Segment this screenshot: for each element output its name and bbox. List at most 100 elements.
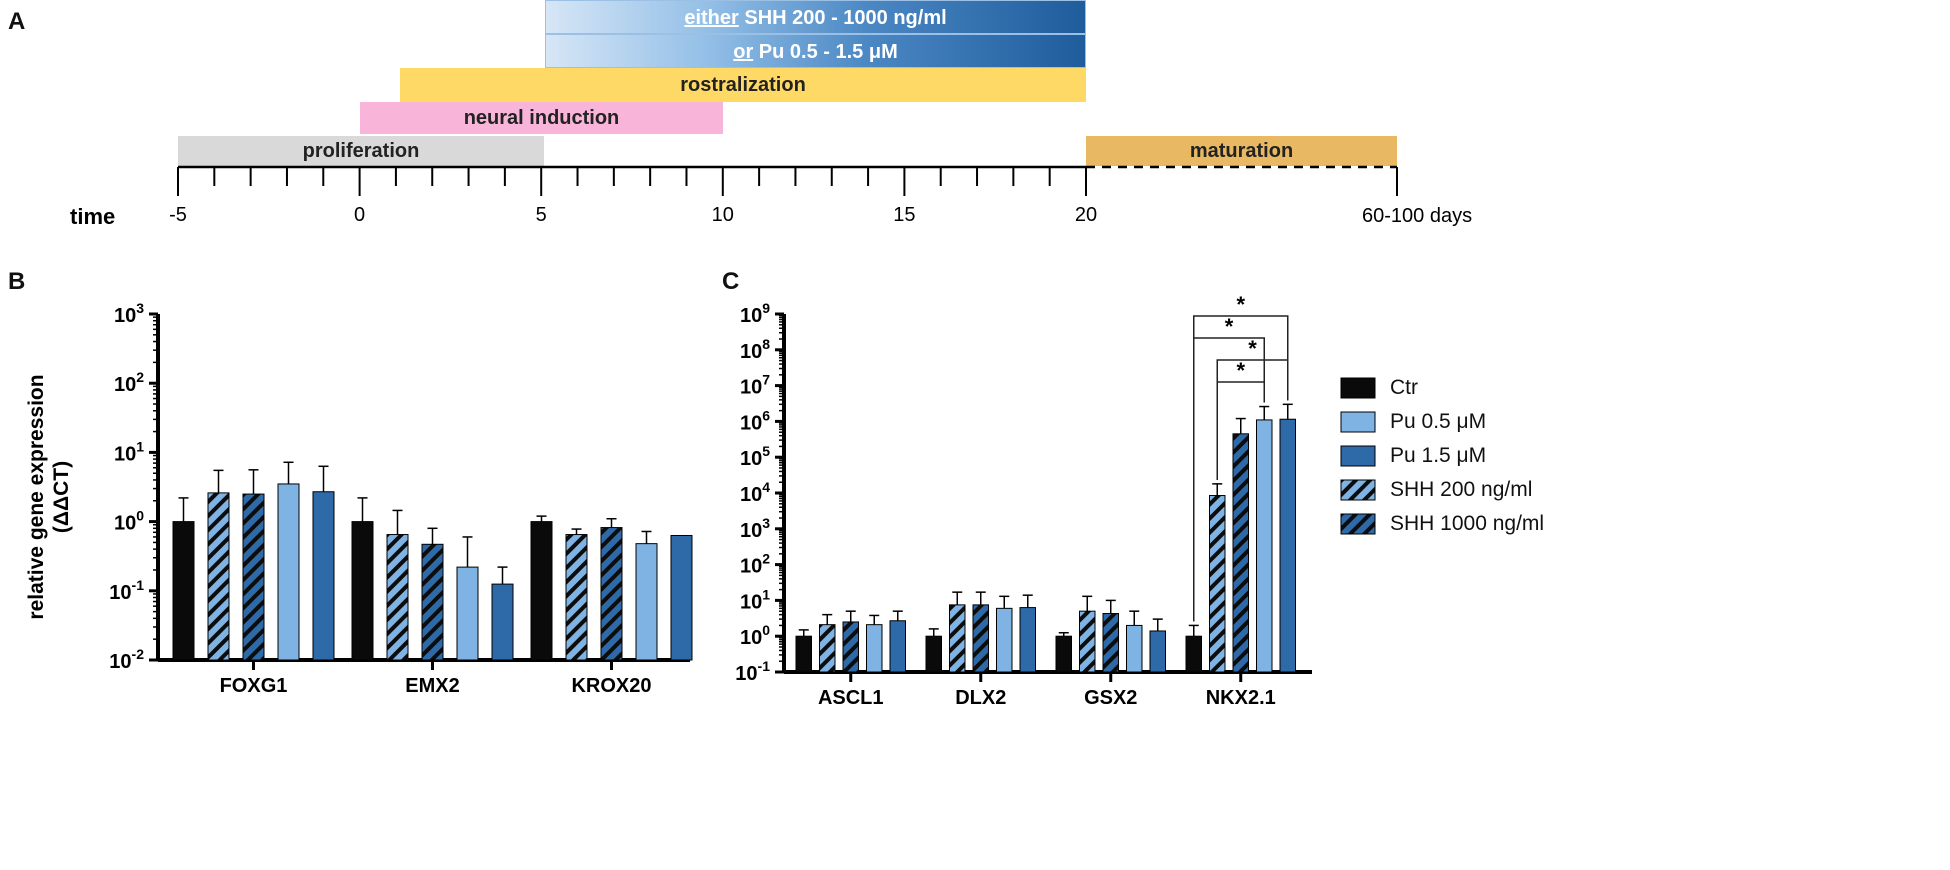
legend-label: Ctr [1390, 376, 1418, 399]
legend-item-shh-1000-ng-ml: SHH 1000 ng/ml [1340, 510, 1544, 538]
maturation-bar: maturation [1086, 136, 1397, 166]
y-tick-label: 103 [114, 300, 144, 327]
x-tick-label: EMX2 [405, 675, 459, 697]
bar-gsx2-shh-1000-ng-ml [1102, 613, 1119, 673]
x-tick-label: FOXG1 [220, 675, 288, 697]
bar-dlx2-ctr [925, 635, 942, 673]
rostralization-bar: rostralization [400, 68, 1086, 102]
timeline-end-label: 60-100 days [1362, 205, 1472, 227]
either-prefix: either [684, 7, 739, 29]
time-axis-label: time [70, 204, 115, 229]
bar-gsx2-pu-0-5-m [1126, 624, 1143, 673]
pu-treatment-text: Pu 0.5 - 1.5 μM [753, 41, 898, 63]
timeline-axis: -5 0 5 10 15 20 time 60-100 days [70, 165, 1472, 229]
y-tick-label: 102 [740, 551, 770, 578]
bar-emx2-pu-0-5-m [456, 566, 479, 661]
legend-swatch-rect [1340, 411, 1376, 433]
bar-krox20-pu-1-5-m [670, 534, 693, 661]
legend-label: Pu 0.5 μM [1390, 410, 1487, 433]
shh-treatment-bar: either SHH 200 - 1000 ng/ml [545, 0, 1086, 34]
bar-nkx2-1-shh-200-ng-ml [1209, 495, 1226, 673]
y-tick-label: 104 [740, 479, 770, 506]
legend-swatch [1340, 479, 1376, 501]
y-tick-label: 106 [740, 407, 770, 434]
legend-item-ctr: Ctr [1340, 374, 1418, 402]
bar-dlx2-shh-1000-ng-ml [972, 604, 989, 673]
bar-ascl1-pu-1-5-m [889, 620, 906, 673]
bar-foxg1-pu-0-5-m [277, 483, 300, 661]
bar-foxg1-shh-200-ng-ml [207, 492, 230, 661]
y-tick-label: 108 [740, 336, 770, 363]
bar-dlx2-shh-200-ng-ml [949, 604, 966, 673]
significance-star: * [1236, 358, 1245, 383]
timeline-tick-label: 20 [1075, 204, 1097, 226]
bar-emx2-shh-1000-ng-ml [421, 543, 444, 661]
y-tick-label: 101 [740, 586, 770, 613]
bar-emx2-pu-1-5-m [491, 583, 514, 661]
bar-krox20-shh-200-ng-ml [565, 534, 588, 661]
significance-star: * [1225, 314, 1234, 339]
timeline-tick-label: 5 [536, 204, 547, 226]
legend-item-pu-0-5-m: Pu 0.5 μM [1340, 408, 1486, 436]
proliferation-bar: proliferation [178, 136, 544, 166]
legend-swatch [1340, 445, 1376, 467]
legend-label: SHH 1000 ng/ml [1390, 512, 1545, 535]
panel-label-a: A [8, 8, 26, 35]
y-tick-label: 10-1 [109, 577, 144, 604]
panel-label-b: B [8, 268, 26, 295]
bar-gsx2-ctr [1055, 635, 1072, 673]
significance-bracket [1216, 359, 1289, 480]
chart-b: relative gene expression (ΔΔCT) 10-2 10-1… [25, 300, 693, 697]
legend-swatch-rect [1340, 377, 1376, 399]
y-axis-label-line1: relative gene expression [25, 374, 48, 619]
y-tick-label: 103 [740, 515, 770, 542]
neural-induction-bar: neural induction [360, 102, 723, 134]
legend-swatch [1340, 411, 1376, 433]
x-tick-label: NKX2.1 [1206, 687, 1276, 709]
bar-ascl1-ctr [795, 635, 812, 673]
bar-nkx2-1-pu-0-5-m [1256, 419, 1273, 673]
y-tick-label: 101 [114, 438, 144, 465]
bar-dlx2-pu-0-5-m [996, 607, 1013, 673]
timeline-tick-label: 10 [712, 204, 734, 226]
y-tick-label: 100 [114, 508, 144, 535]
y-tick-label: 107 [740, 372, 770, 399]
x-tick-label: GSX2 [1084, 687, 1137, 709]
y-tick-label: 100 [740, 622, 770, 649]
bar-ascl1-pu-0-5-m [866, 624, 883, 673]
x-tick-label: ASCL1 [818, 687, 884, 709]
y-tick-label: 10-2 [109, 646, 144, 673]
y-tick-label: 105 [740, 443, 770, 470]
bar-krox20-shh-1000-ng-ml [600, 527, 623, 661]
bar-dlx2-pu-1-5-m [1019, 607, 1036, 673]
timeline-tick-label: 0 [354, 204, 365, 226]
x-tick-label: DLX2 [955, 687, 1006, 709]
pu-treatment-bar: or Pu 0.5 - 1.5 μM [545, 34, 1086, 68]
bar-nkx2-1-pu-1-5-m [1279, 418, 1296, 673]
legend-label: SHH 200 ng/ml [1390, 478, 1533, 501]
bar-krox20-ctr [530, 521, 553, 661]
legend-swatch-rect [1340, 479, 1376, 501]
significance-bracket [1193, 337, 1265, 622]
timeline-tick-label: 15 [893, 204, 915, 226]
legend-item-shh-200-ng-ml: SHH 200 ng/ml [1340, 476, 1532, 504]
x-tick-label: KROX20 [571, 675, 651, 697]
y-tick-label: 10-1 [735, 658, 770, 685]
bar-nkx2-1-ctr [1185, 635, 1202, 673]
legend-swatch [1340, 377, 1376, 399]
bar-ascl1-shh-200-ng-ml [819, 624, 836, 673]
or-prefix: or [733, 41, 754, 63]
legend-label: Pu 1.5 μM [1390, 444, 1487, 467]
y-tick-label: 109 [740, 300, 770, 327]
y-tick-label: 102 [114, 369, 144, 396]
bar-gsx2-shh-200-ng-ml [1079, 610, 1096, 673]
panel-label-c: C [722, 268, 740, 295]
y-axis-label-line2: (ΔΔCT) [50, 461, 73, 533]
bar-foxg1-pu-1-5-m [312, 491, 335, 661]
bar-krox20-pu-0-5-m [635, 543, 658, 661]
bar-ascl1-shh-1000-ng-ml [842, 621, 859, 673]
timeline-tick-label: -5 [169, 204, 187, 226]
bar-emx2-shh-200-ng-ml [386, 534, 409, 661]
